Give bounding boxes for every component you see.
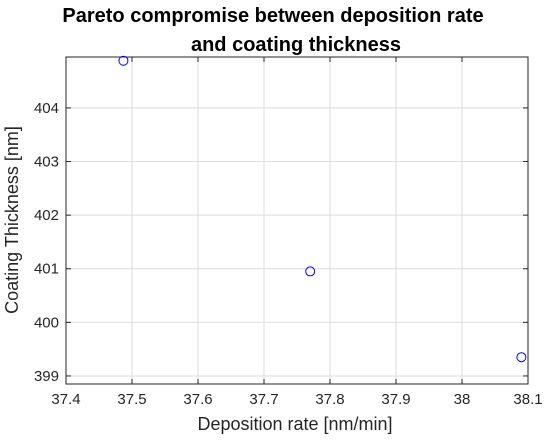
x-tick-label: 37.4 xyxy=(51,391,80,408)
plot-area xyxy=(65,56,529,385)
y-tick-label: 402 xyxy=(34,207,59,224)
axis-ticks: 37.4 37.5 37.6 37.7 37.8 37.9 38 38.1 399 400 401 4… xyxy=(34,57,543,408)
grid xyxy=(65,57,529,384)
x-tick-label: 38 xyxy=(454,391,471,408)
data-point xyxy=(118,55,129,66)
data-point xyxy=(305,266,316,277)
x-tick-label: 37.6 xyxy=(183,391,212,408)
y-axis-label: Coating Thickness [nm] xyxy=(2,126,22,314)
x-tick-label: 37.9 xyxy=(381,391,410,408)
chart-title-line-2: and coating thickness xyxy=(191,34,401,56)
y-tick-label: 401 xyxy=(34,261,59,278)
chart-title-line-1: Pareto compromise between deposition rat… xyxy=(62,5,483,27)
data-points xyxy=(118,55,527,363)
x-tick-label: 37.7 xyxy=(249,391,278,408)
x-tick-label: 37.8 xyxy=(315,391,344,408)
y-tick-label: 400 xyxy=(34,314,59,331)
x-tick-label: 38.1 xyxy=(513,391,542,408)
x-axis-label: Deposition rate [nm/min] xyxy=(197,414,392,434)
y-tick-label: 403 xyxy=(34,154,59,171)
y-tick-label: 399 xyxy=(34,368,59,385)
x-tick-label: 37.5 xyxy=(117,391,146,408)
y-tick-label: 404 xyxy=(34,100,59,117)
data-point xyxy=(516,352,527,363)
